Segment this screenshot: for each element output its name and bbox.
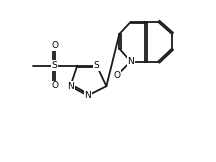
Text: O: O bbox=[51, 41, 58, 50]
Text: N: N bbox=[84, 91, 91, 100]
Text: S: S bbox=[52, 61, 57, 70]
Text: S: S bbox=[94, 61, 100, 70]
Text: O: O bbox=[113, 71, 120, 80]
Text: O: O bbox=[51, 81, 58, 90]
Text: N: N bbox=[127, 57, 134, 66]
Text: N: N bbox=[67, 82, 74, 91]
